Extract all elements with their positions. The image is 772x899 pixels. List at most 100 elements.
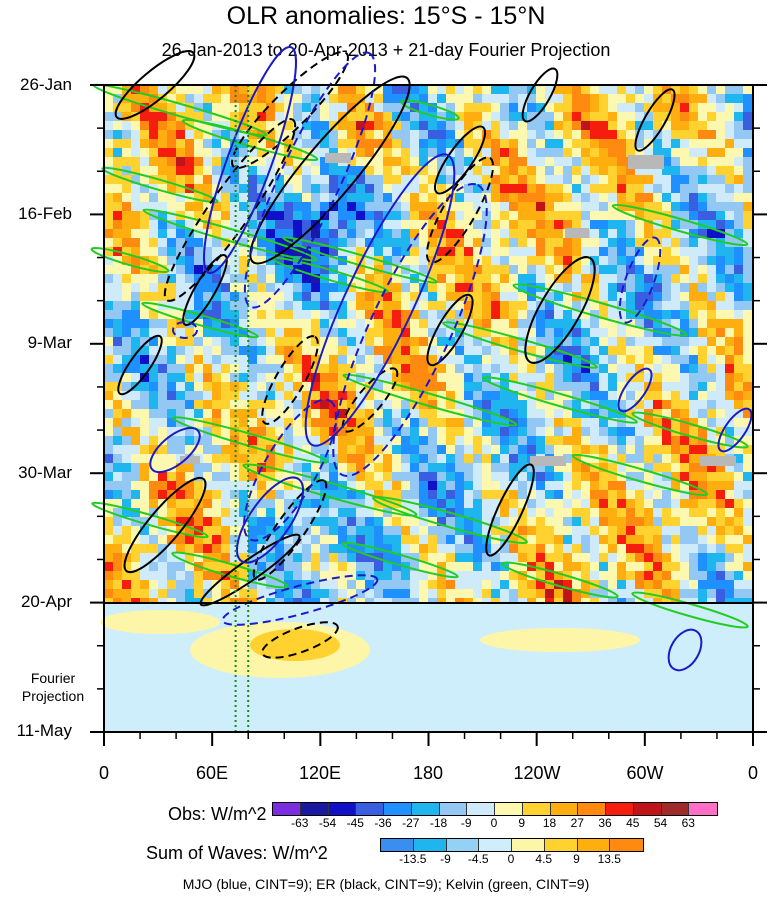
heatmap-cell	[167, 346, 176, 355]
heatmap-cell	[716, 391, 725, 400]
heatmap-cell	[338, 580, 347, 589]
heatmap-cell	[464, 148, 473, 157]
heatmap-cell	[428, 454, 437, 463]
heatmap-cell	[689, 85, 698, 94]
heatmap-cell	[482, 85, 491, 94]
heatmap-cell	[293, 202, 302, 211]
heatmap-cell	[176, 409, 185, 418]
kelvin-contour	[90, 246, 170, 274]
heatmap-cell	[374, 454, 383, 463]
heatmap-cell	[293, 166, 302, 175]
heatmap-cell	[248, 220, 257, 229]
heatmap-cell	[491, 400, 500, 409]
heatmap-cell	[653, 445, 662, 454]
heatmap-cell	[185, 589, 194, 598]
heatmap-cell	[536, 193, 545, 202]
heatmap-cell	[365, 202, 374, 211]
heatmap-cell	[536, 373, 545, 382]
heatmap-cell	[653, 139, 662, 148]
heatmap-cell	[248, 247, 257, 256]
heatmap-cell	[662, 157, 671, 166]
mjo-contour	[172, 321, 198, 339]
heatmap-cell	[122, 472, 131, 481]
heatmap-cell	[716, 598, 725, 603]
heatmap-cell	[131, 454, 140, 463]
heatmap-cell	[392, 121, 401, 130]
heatmap-cell	[446, 598, 455, 603]
heatmap-cell	[662, 328, 671, 337]
heatmap-cell	[239, 328, 248, 337]
heatmap-cell	[509, 481, 518, 490]
heatmap-cell	[185, 382, 194, 391]
heatmap-cell	[176, 472, 185, 481]
heatmap-cell	[401, 256, 410, 265]
heatmap-cell	[104, 436, 113, 445]
heatmap-cell	[194, 418, 203, 427]
heatmap-cell	[419, 337, 428, 346]
heatmap-cell	[509, 139, 518, 148]
heatmap-cell	[239, 337, 248, 346]
heatmap-cell	[734, 427, 743, 436]
heatmap-cell	[482, 436, 491, 445]
heatmap-cell	[473, 157, 482, 166]
heatmap-cell	[176, 481, 185, 490]
heatmap-cell	[194, 139, 203, 148]
heatmap-cell	[671, 499, 680, 508]
heatmap-cell	[284, 427, 293, 436]
heatmap-cell	[581, 346, 590, 355]
heatmap-cell	[446, 571, 455, 580]
heatmap-cell	[509, 571, 518, 580]
heatmap-cell	[275, 121, 284, 130]
heatmap-cell	[527, 265, 536, 274]
heatmap-cell	[329, 247, 338, 256]
heatmap-cell	[131, 220, 140, 229]
heatmap-cell	[491, 526, 500, 535]
heatmap-cell	[158, 481, 167, 490]
heatmap-cell	[239, 103, 248, 112]
heatmap-cell	[608, 193, 617, 202]
heatmap-cell	[482, 130, 491, 139]
heatmap-cell	[482, 472, 491, 481]
heatmap-cell	[221, 229, 230, 238]
heatmap-cell	[473, 526, 482, 535]
colorbar-swatch	[661, 803, 690, 815]
heatmap-cell	[113, 121, 122, 130]
heatmap-cell	[239, 562, 248, 571]
heatmap-cell	[266, 427, 275, 436]
heatmap-cell	[239, 346, 248, 355]
heatmap-cell	[446, 535, 455, 544]
heatmap-cell	[338, 319, 347, 328]
heatmap-cell	[284, 517, 293, 526]
heatmap-cell	[743, 571, 752, 580]
heatmap-cell	[248, 265, 257, 274]
heatmap-cell	[239, 589, 248, 598]
heatmap-cell	[149, 175, 158, 184]
heatmap-cell	[266, 517, 275, 526]
heatmap-cell	[437, 139, 446, 148]
heatmap-cell	[698, 364, 707, 373]
heatmap-cell	[554, 481, 563, 490]
heatmap-cell	[311, 427, 320, 436]
heatmap-cell	[545, 139, 554, 148]
heatmap-cell	[644, 202, 653, 211]
heatmap-cell	[608, 337, 617, 346]
heatmap-cell	[671, 256, 680, 265]
heatmap-cell	[176, 346, 185, 355]
heatmap-cell	[302, 94, 311, 103]
heatmap-cell	[266, 274, 275, 283]
heatmap-cell	[446, 382, 455, 391]
heatmap-cell	[455, 346, 464, 355]
heatmap-cell	[734, 139, 743, 148]
heatmap-cell	[599, 94, 608, 103]
heatmap-cell	[392, 598, 401, 603]
heatmap-cell	[680, 490, 689, 499]
heatmap-cell	[140, 382, 149, 391]
heatmap-cell	[338, 139, 347, 148]
heatmap-cell	[743, 400, 752, 409]
heatmap-cell	[716, 103, 725, 112]
heatmap-cell	[383, 472, 392, 481]
heatmap-cell	[455, 382, 464, 391]
heatmap-cell	[167, 157, 176, 166]
heatmap-cell	[356, 148, 365, 157]
heatmap-cell	[167, 301, 176, 310]
